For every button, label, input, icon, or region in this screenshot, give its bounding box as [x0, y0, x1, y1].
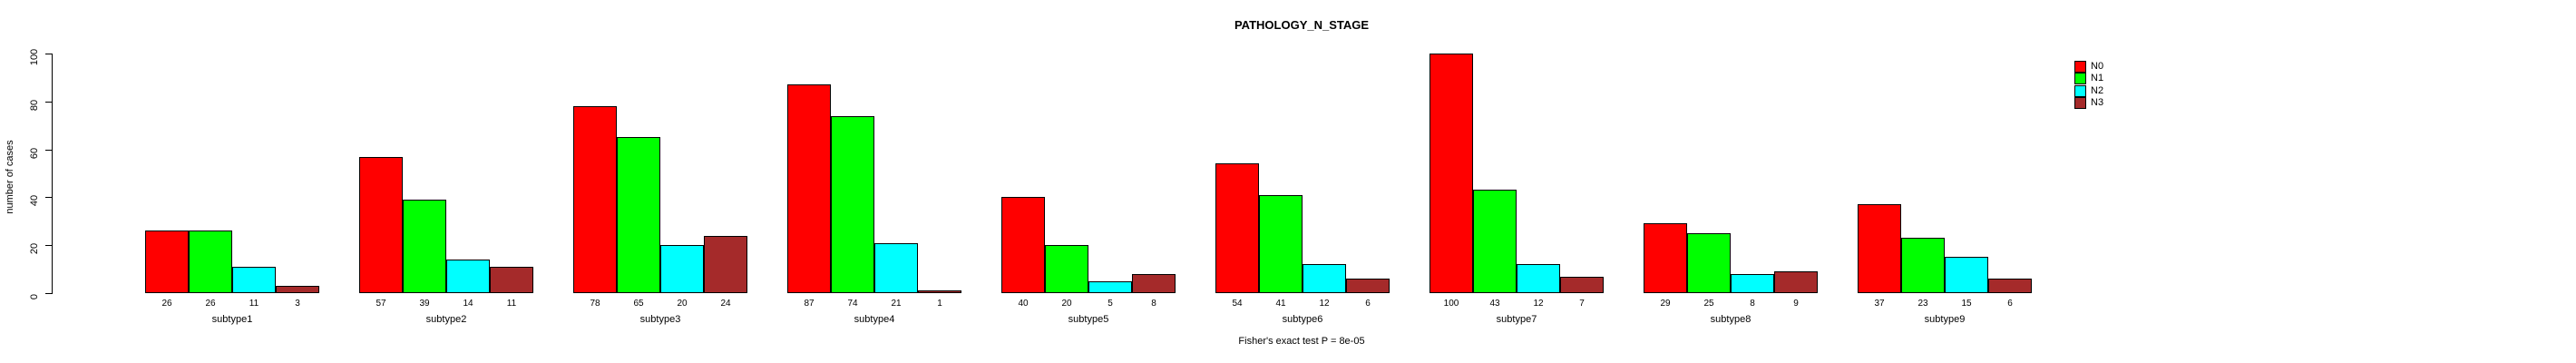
bar-subtype3-N3 [704, 236, 747, 293]
category-label-subtype2: subtype2 [425, 314, 467, 325]
category-label-subtype9: subtype9 [1924, 314, 1966, 325]
bar-subtype5-N1 [1045, 245, 1088, 293]
category-label-subtype1: subtype1 [211, 314, 253, 325]
bar-subtype1-N3 [276, 286, 319, 293]
bar-subtype8-N3 [1774, 271, 1818, 293]
bar-subtype9-N2 [1945, 257, 1988, 293]
bar-value-label: 6 [2007, 299, 2013, 309]
bar-value-label: 74 [847, 299, 858, 309]
legend-swatch-N2 [2074, 84, 2086, 97]
bar-value-label: 23 [1917, 299, 1928, 309]
bar-value-label: 100 [1443, 299, 1459, 309]
bar-value-label: 11 [249, 299, 259, 309]
category-label-subtype8: subtype8 [1710, 314, 1751, 325]
bar-subtype6-N0 [1215, 163, 1259, 293]
legend-swatch-N3 [2074, 96, 2086, 109]
bar-value-label: 8 [1151, 299, 1156, 309]
bar-subtype7-N2 [1517, 264, 1560, 293]
bar-value-label: 43 [1489, 299, 1500, 309]
bar-value-label: 8 [1750, 299, 1755, 309]
bar-subtype8-N0 [1644, 223, 1687, 293]
bar-subtype4-N3 [918, 290, 961, 293]
y-axis-tick [45, 101, 52, 103]
bar-value-label: 29 [1660, 299, 1671, 309]
bar-value-label: 7 [1579, 299, 1585, 309]
bar-subtype2-N2 [446, 260, 490, 293]
bar-subtype8-N2 [1731, 274, 1774, 293]
category-label-subtype6: subtype6 [1282, 314, 1323, 325]
bar-value-label: 65 [633, 299, 644, 309]
footnote-fishers-test: Fisher's exact test P = 8e-05 [1238, 336, 1365, 347]
bar-subtype1-N1 [189, 231, 232, 293]
bar-value-label: 57 [376, 299, 386, 309]
bar-value-label: 41 [1275, 299, 1286, 309]
bar-subtype7-N0 [1429, 54, 1473, 293]
bar-value-label: 14 [463, 299, 473, 309]
bar-value-label: 12 [1533, 299, 1544, 309]
y-axis-tick [45, 197, 52, 199]
bar-subtype7-N1 [1473, 190, 1517, 293]
legend-label-N2: N2 [2091, 84, 2104, 96]
bar-value-label: 78 [590, 299, 600, 309]
bar-subtype6-N2 [1303, 264, 1346, 293]
bar-subtype8-N1 [1687, 233, 1731, 293]
bar-value-label: 26 [205, 299, 216, 309]
bar-subtype2-N3 [490, 267, 533, 293]
bar-value-label: 39 [419, 299, 430, 309]
bar-value-label: 37 [1874, 299, 1885, 309]
bar-subtype5-N0 [1001, 197, 1045, 293]
bar-value-label: 3 [295, 299, 300, 309]
bar-subtype1-N0 [145, 231, 189, 293]
category-label-subtype3: subtype3 [639, 314, 681, 325]
bar-value-label: 87 [804, 299, 815, 309]
bar-value-label: 11 [506, 299, 517, 309]
bar-value-label: 40 [1018, 299, 1029, 309]
bar-subtype9-N1 [1901, 238, 1945, 293]
bar-value-label: 1 [937, 299, 942, 309]
bar-value-label: 20 [1061, 299, 1072, 309]
bar-subtype2-N1 [403, 200, 446, 293]
y-axis-tick [45, 245, 52, 247]
chart-title: PATHOLOGY_N_STAGE [1234, 18, 1370, 32]
bar-value-label: 54 [1232, 299, 1243, 309]
legend-swatch-N1 [2074, 73, 2086, 85]
bar-subtype4-N1 [831, 116, 874, 293]
bar-subtype5-N3 [1132, 274, 1176, 293]
bar-value-label: 9 [1793, 299, 1799, 309]
bar-subtype1-N2 [232, 267, 276, 293]
bar-value-label: 21 [891, 299, 902, 309]
legend-label-N3: N3 [2091, 96, 2104, 108]
bar-value-label: 26 [161, 299, 172, 309]
bar-value-label: 25 [1703, 299, 1714, 309]
category-label-subtype4: subtype4 [854, 314, 895, 325]
category-label-subtype7: subtype7 [1496, 314, 1537, 325]
bar-subtype9-N3 [1988, 279, 2032, 293]
bar-subtype2-N0 [359, 157, 403, 293]
bar-value-label: 20 [677, 299, 688, 309]
bar-subtype9-N0 [1858, 204, 1901, 293]
bar-value-label: 12 [1319, 299, 1330, 309]
bar-subtype6-N3 [1346, 279, 1390, 293]
legend-label-N1: N1 [2091, 73, 2104, 84]
legend-label-N0: N0 [2091, 61, 2104, 72]
bar-value-label: 15 [1961, 299, 1972, 309]
y-axis-tick [45, 293, 52, 294]
bar-subtype3-N1 [617, 137, 660, 293]
bar-value-label: 5 [1107, 299, 1113, 309]
legend-swatch-N0 [2074, 61, 2086, 73]
y-axis-tick [45, 149, 52, 151]
bar-subtype7-N3 [1560, 277, 1604, 293]
bar-value-label: 24 [720, 299, 731, 309]
category-label-subtype5: subtype5 [1068, 314, 1109, 325]
bar-subtype6-N1 [1259, 195, 1303, 293]
bar-value-label: 6 [1365, 299, 1371, 309]
bar-subtype4-N0 [787, 84, 831, 293]
bar-subtype3-N0 [573, 106, 617, 293]
bar-subtype3-N2 [660, 245, 704, 293]
y-axis-line [52, 54, 53, 294]
bar-subtype4-N2 [874, 243, 918, 293]
bar-subtype5-N2 [1088, 281, 1132, 293]
